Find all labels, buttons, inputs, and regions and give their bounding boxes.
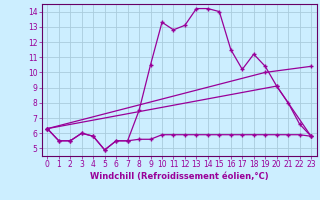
X-axis label: Windchill (Refroidissement éolien,°C): Windchill (Refroidissement éolien,°C)	[90, 172, 268, 181]
